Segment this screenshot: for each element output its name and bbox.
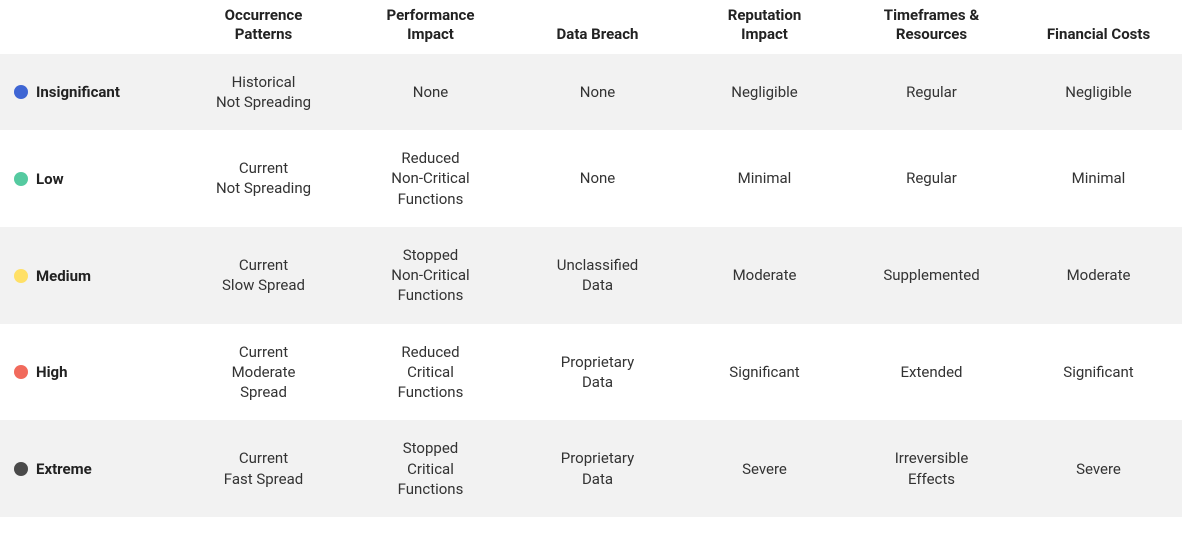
cell-breach: None xyxy=(514,54,681,131)
level-label: High xyxy=(36,363,68,381)
cell-breach: None xyxy=(514,130,681,227)
cell-performance: ReducedNon-CriticalFunctions xyxy=(347,130,514,227)
header-performance: PerformanceImpact xyxy=(347,0,514,54)
level-cell-extreme: Extreme xyxy=(0,420,180,517)
cell-reputation: Moderate xyxy=(681,227,848,324)
cell-timeframe: Extended xyxy=(848,324,1015,421)
cell-occurrence: CurrentSlow Spread xyxy=(180,227,347,324)
header-empty xyxy=(0,0,180,54)
cell-reputation: Significant xyxy=(681,324,848,421)
cell-financial: Minimal xyxy=(1015,130,1182,227)
level-label: Low xyxy=(36,170,64,188)
table-row: Medium CurrentSlow SpreadStoppedNon-Criti… xyxy=(0,227,1182,324)
level-label: Medium xyxy=(36,266,91,284)
table-row: High CurrentModerateSpreadReducedCritical… xyxy=(0,324,1182,421)
cell-breach: UnclassifiedData xyxy=(514,227,681,324)
cell-occurrence: CurrentModerateSpread xyxy=(180,324,347,421)
cell-financial: Severe xyxy=(1015,420,1182,517)
cell-reputation: Negligible xyxy=(681,54,848,131)
severity-dot-icon xyxy=(14,85,28,99)
severity-dot-icon xyxy=(14,365,28,379)
header-occurrence: OccurrencePatterns xyxy=(180,0,347,54)
cell-financial: Moderate xyxy=(1015,227,1182,324)
cell-breach: ProprietaryData xyxy=(514,324,681,421)
cell-breach: ProprietaryData xyxy=(514,420,681,517)
risk-matrix-table: OccurrencePatterns PerformanceImpact Dat… xyxy=(0,0,1182,517)
header-breach: Data Breach xyxy=(514,0,681,54)
cell-performance: StoppedCriticalFunctions xyxy=(347,420,514,517)
table-row: Extreme CurrentFast SpreadStoppedCritical… xyxy=(0,420,1182,517)
table-row: InsignificantHistoricalNot SpreadingNone… xyxy=(0,54,1182,131)
severity-dot-icon xyxy=(14,269,28,283)
cell-performance: None xyxy=(347,54,514,131)
cell-occurrence: CurrentFast Spread xyxy=(180,420,347,517)
header-reputation: ReputationImpact xyxy=(681,0,848,54)
table-body: InsignificantHistoricalNot SpreadingNone… xyxy=(0,54,1182,518)
severity-dot-icon xyxy=(14,172,28,186)
level-label: Insignificant xyxy=(36,83,120,101)
cell-performance: ReducedCriticalFunctions xyxy=(347,324,514,421)
table-header-row: OccurrencePatterns PerformanceImpact Dat… xyxy=(0,0,1182,54)
level-label: Extreme xyxy=(36,460,92,478)
cell-financial: Negligible xyxy=(1015,54,1182,131)
cell-occurrence: HistoricalNot Spreading xyxy=(180,54,347,131)
cell-occurrence: CurrentNot Spreading xyxy=(180,130,347,227)
table-row: Low CurrentNot SpreadingReducedNon-Critic… xyxy=(0,130,1182,227)
cell-timeframe: Regular xyxy=(848,130,1015,227)
header-financial: Financial Costs xyxy=(1015,0,1182,54)
cell-timeframe: Regular xyxy=(848,54,1015,131)
cell-timeframe: IrreversibleEffects xyxy=(848,420,1015,517)
cell-timeframe: Supplemented xyxy=(848,227,1015,324)
cell-reputation: Minimal xyxy=(681,130,848,227)
level-cell-medium: Medium xyxy=(0,227,180,324)
risk-table: OccurrencePatterns PerformanceImpact Dat… xyxy=(0,0,1182,517)
level-cell-insignificant: Insignificant xyxy=(0,54,180,131)
cell-reputation: Severe xyxy=(681,420,848,517)
level-cell-high: High xyxy=(0,324,180,421)
header-timeframe: Timeframes &Resources xyxy=(848,0,1015,54)
severity-dot-icon xyxy=(14,462,28,476)
level-cell-low: Low xyxy=(0,130,180,227)
cell-performance: StoppedNon-CriticalFunctions xyxy=(347,227,514,324)
cell-financial: Significant xyxy=(1015,324,1182,421)
